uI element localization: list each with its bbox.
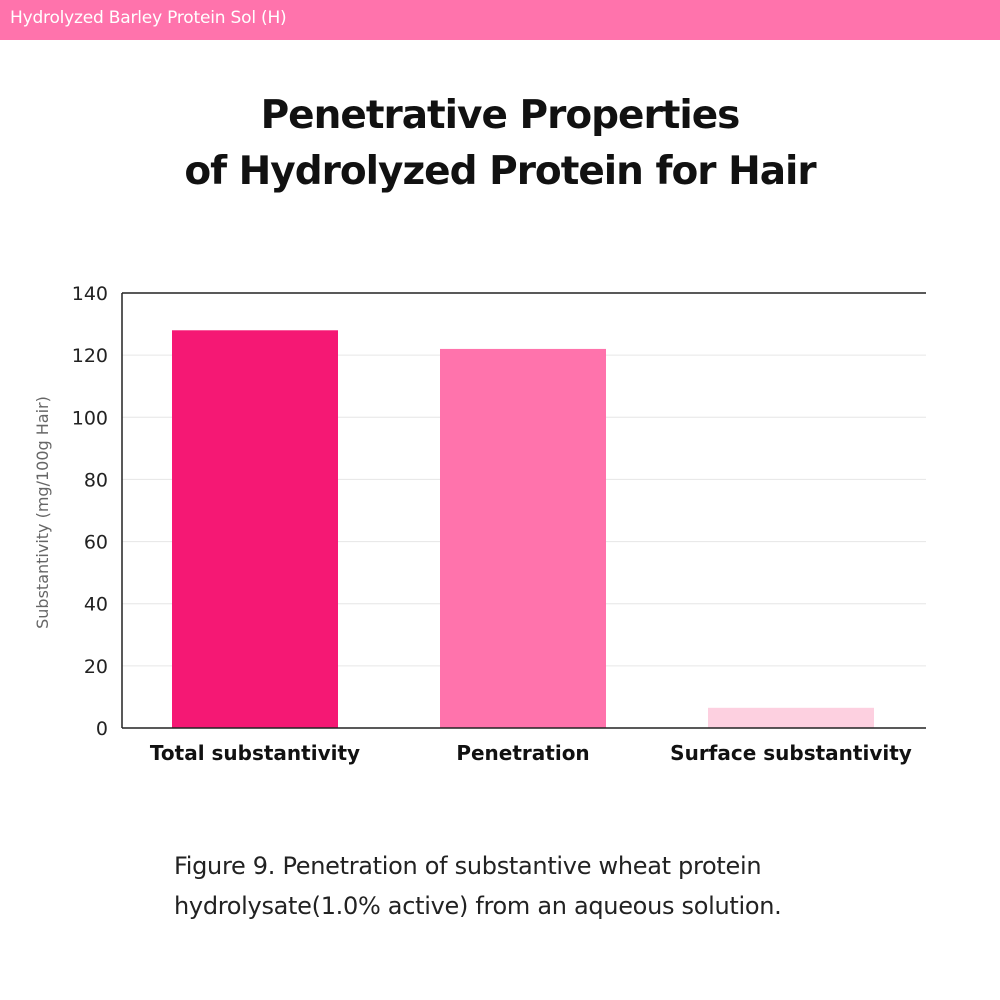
header-label: Hydrolyzed Barley Protein Sol (H) [10, 8, 287, 28]
y-tick-label: 120 [72, 345, 108, 367]
bar [708, 707, 874, 728]
bar [172, 330, 338, 728]
bar [440, 348, 606, 728]
caption-text: Penetration of substantive wheat protein… [174, 852, 782, 920]
caption-figure-label: Figure 9. [174, 852, 276, 880]
axes [121, 292, 926, 729]
y-tick-label: 40 [84, 594, 108, 616]
title-line-2: of Hydrolyzed Protein for Hair [184, 149, 816, 194]
page-title: Penetrative Properties of Hydrolyzed Pro… [0, 88, 1000, 200]
y-tick-label: 0 [96, 718, 108, 740]
y-tick-labels: 0 20 40 60 80 100 120 140 [72, 283, 108, 740]
x-tick-label: Surface substantivity [670, 741, 912, 765]
y-tick-label: 80 [84, 469, 108, 491]
header-bar: Hydrolyzed Barley Protein Sol (H) [0, 0, 1000, 40]
y-tick-label: 20 [84, 656, 108, 678]
bar-chart: 0 20 40 60 80 100 120 140 Total substantivity Pe… [33, 283, 926, 765]
y-axis-label: Substantivity (mg/100g Hair) [33, 396, 52, 629]
x-tick-label: Total substantivity [150, 741, 360, 765]
y-tick-label: 60 [84, 532, 108, 554]
y-tick-label: 100 [72, 407, 108, 429]
bars [172, 330, 874, 728]
x-tick-label: Penetration [456, 741, 589, 765]
title-line-1: Penetrative Properties [260, 93, 741, 138]
y-tick-label: 140 [72, 283, 108, 305]
figure-caption: Figure 9. Penetration of substantive whe… [174, 846, 894, 926]
x-tick-labels: Total substantivity Penetration Surface su… [150, 741, 912, 765]
